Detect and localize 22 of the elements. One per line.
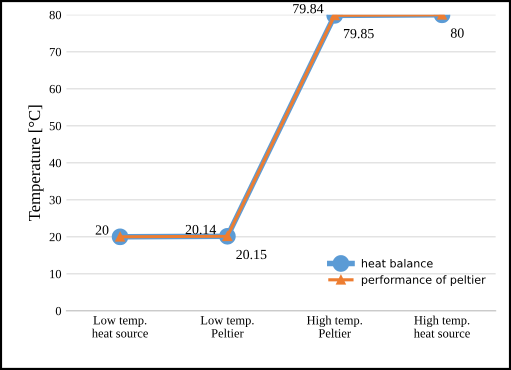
x-tick-label: High temp. heat source xyxy=(414,316,470,338)
data-label: 79.84 xyxy=(293,4,324,14)
y-tick-label: 50 xyxy=(50,122,62,130)
y-tick-label: 10 xyxy=(50,270,62,278)
x-tick-label: Low temp. Peltier xyxy=(200,316,254,338)
legend-label: heat balance xyxy=(362,258,433,268)
legend-label: performance of peltier xyxy=(362,275,486,286)
y-tick-label: 40 xyxy=(49,158,62,168)
y-tick-label: 30 xyxy=(50,196,62,204)
y-tick-label: 60 xyxy=(50,84,62,94)
data-label: 20.15 xyxy=(236,250,266,260)
x-tick-label: High temp. Peltier xyxy=(306,316,362,338)
data-label: 20.14 xyxy=(186,224,216,234)
y-tick-label: 80 xyxy=(50,10,62,20)
data-label: 20 xyxy=(96,225,108,235)
y-tick-label: 20 xyxy=(50,232,62,242)
y-axis-title: Temperature [°C] xyxy=(28,106,44,222)
data-label: 79.85 xyxy=(344,28,374,38)
y-tick-label: 0 xyxy=(56,306,62,316)
y-tick-label: 70 xyxy=(50,48,62,56)
x-tick-label: Low temp. heat source xyxy=(92,316,148,338)
data-label: 80 xyxy=(450,28,464,38)
